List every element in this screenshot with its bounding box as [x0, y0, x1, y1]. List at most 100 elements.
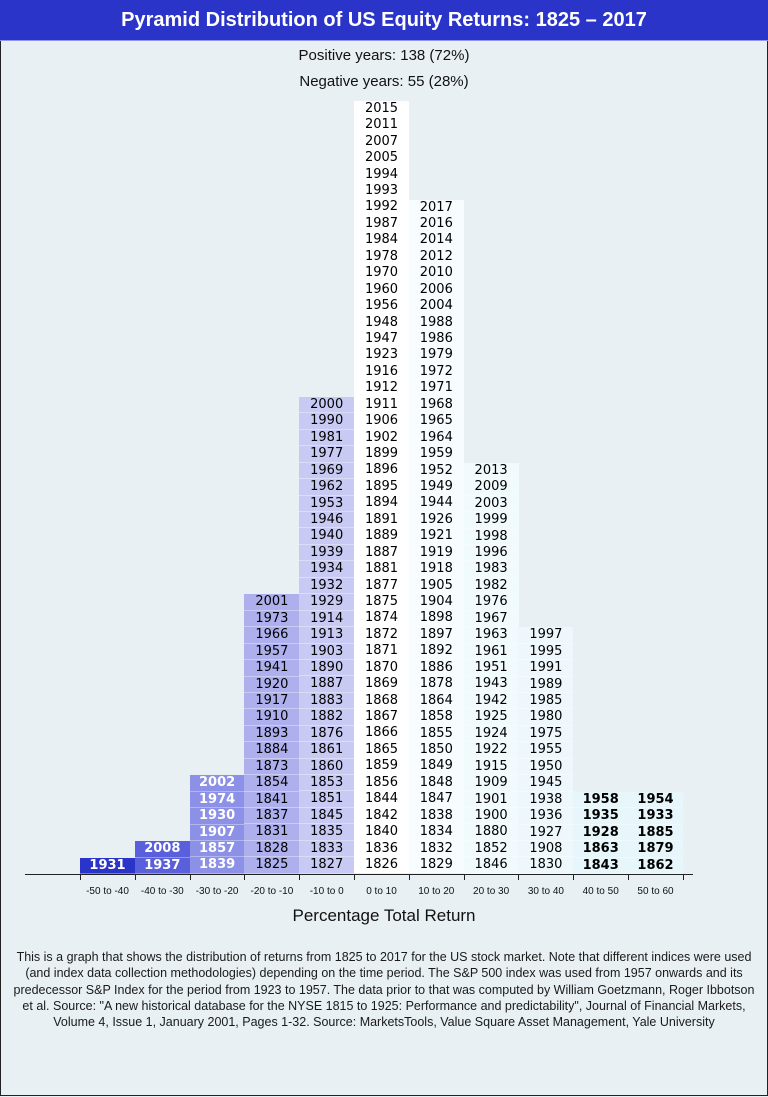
year-cell: 1849	[408, 758, 464, 775]
year-cell: 1871	[354, 643, 409, 660]
year-cell: 1909	[463, 775, 519, 792]
x-tick	[354, 874, 355, 880]
year-cell: 1940	[299, 528, 355, 545]
year-cell: 1943	[463, 676, 519, 693]
x-tick	[518, 874, 520, 880]
year-cell: 1850	[408, 741, 464, 759]
year-cell: 1978	[354, 248, 409, 266]
year-cell: 1901	[463, 791, 519, 808]
year-cell: 2014	[408, 232, 464, 249]
year-cell: 1863	[573, 841, 629, 858]
x-tick	[80, 874, 81, 880]
x-tick	[189, 874, 191, 880]
year-cell: 1947	[354, 330, 409, 348]
year-cell: 1927	[518, 824, 574, 841]
year-cell: 1876	[299, 725, 355, 743]
year-cell: 1872	[354, 626, 409, 644]
x-tick	[628, 874, 629, 880]
year-cell: 1897	[408, 626, 464, 644]
x-tick-label: 30 to 40	[527, 886, 564, 897]
year-cell: 1960	[354, 281, 409, 299]
year-cell: 1918	[408, 561, 464, 578]
year-cell: 1904	[408, 594, 464, 611]
year-cell: 1894	[354, 495, 409, 512]
year-cell: 1987	[354, 215, 409, 233]
year-cell: 1875	[354, 593, 409, 611]
year-cell: 1834	[408, 824, 464, 841]
year-cell: 1869	[354, 676, 409, 693]
bin-column: 1931	[80, 857, 135, 874]
year-cell: 1885	[628, 824, 683, 842]
bin-column: 1997 1995 1991 1989 1985 1980 1975 1955 1950 1945…	[518, 627, 574, 874]
year-cell: 1964	[408, 429, 464, 447]
x-tick-label: -50 to -40	[86, 886, 129, 897]
x-tick-label: -20 to -10	[250, 886, 294, 897]
year-cell: 1959	[408, 446, 464, 463]
x-tick	[463, 874, 465, 880]
year-cell: 1847	[408, 791, 464, 808]
year-cell: 1890	[299, 659, 355, 677]
year-cell: 1919	[408, 544, 464, 562]
year-cell: 1843	[573, 857, 629, 874]
year-cell: 1900	[463, 807, 519, 825]
x-tick	[573, 874, 575, 880]
year-cell: 1915	[463, 758, 519, 776]
year-cell: 1929	[299, 594, 355, 611]
year-cell: 1856	[354, 774, 409, 792]
year-cell: 1928	[573, 824, 629, 842]
year-cell: 1844	[354, 791, 409, 808]
year-cell: 1985	[518, 693, 574, 710]
year-cell: 1961	[463, 643, 519, 660]
year-cell: 1857	[189, 841, 245, 858]
year-cell: 1921	[408, 528, 464, 545]
year-cell: 1952	[408, 462, 464, 479]
year-cell: 1852	[463, 840, 519, 858]
year-cell: 1935	[573, 808, 629, 825]
year-cell: 1855	[408, 725, 464, 742]
year-cell: 1938	[518, 791, 574, 809]
year-cell: 1846	[463, 857, 519, 874]
year-cell: 1926	[408, 511, 464, 529]
x-tick-label: -30 to -20	[195, 886, 239, 897]
year-cell: 1924	[463, 725, 519, 743]
x-tick-label: -10 to 0	[309, 886, 344, 897]
year-cell: 1937	[134, 857, 190, 874]
year-cell: 1994	[354, 166, 409, 184]
year-cell: 1982	[463, 577, 519, 595]
year-cell: 1974	[189, 791, 245, 809]
year-cell: 1932	[299, 577, 355, 595]
year-cell: 1984	[354, 232, 409, 249]
year-cell: 1971	[408, 380, 464, 397]
year-cell: 2008	[134, 841, 190, 858]
year-cell: 1968	[408, 396, 464, 414]
year-cell: 1851	[299, 791, 355, 808]
year-cell: 1977	[299, 446, 355, 463]
year-cell: 1922	[463, 742, 519, 759]
year-cell: 1860	[299, 758, 355, 775]
bin-column: 2015 2011 2007 2005 1994 1993 1992 1987 1984 1978…	[354, 100, 409, 874]
year-cell: 1914	[299, 610, 355, 628]
year-cell: 1993	[354, 183, 409, 200]
year-cell: 1868	[354, 692, 409, 710]
year-cell: 1882	[299, 709, 355, 726]
year-cell: 1970	[354, 265, 409, 282]
x-tick	[682, 874, 684, 880]
x-tick-label: 50 to 60	[637, 886, 674, 897]
year-cell: 1973	[244, 610, 300, 628]
year-cell: 1881	[354, 561, 409, 578]
year-cell: 1839	[189, 857, 245, 874]
year-cell: 2015	[354, 100, 409, 118]
year-cell: 1895	[354, 478, 409, 496]
year-cell: 1966	[244, 627, 300, 644]
year-cell: 1880	[463, 824, 519, 841]
year-cell: 2013	[463, 462, 519, 480]
year-cell: 1956	[354, 298, 409, 315]
year-cell: 1910	[244, 709, 300, 726]
year-cell: 1997	[518, 627, 574, 644]
year-cell: 2006	[408, 281, 464, 299]
year-cell: 1912	[354, 380, 409, 397]
year-cell: 1877	[354, 577, 409, 594]
year-cell: 1946	[299, 512, 355, 529]
year-cell: 1962	[299, 479, 355, 496]
year-cell: 1954	[628, 791, 683, 809]
